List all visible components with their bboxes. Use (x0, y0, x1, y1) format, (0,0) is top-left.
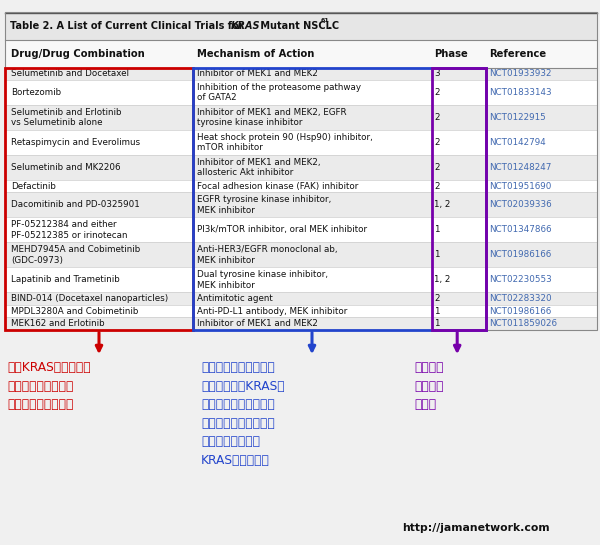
Text: 2: 2 (434, 88, 440, 97)
Text: Dual tyrosine kinase inhibitor,: Dual tyrosine kinase inhibitor, (197, 270, 328, 279)
Bar (432, 68, 486, 330)
Text: 正在進行
臨床試驗
的階段: 正在進行 臨床試驗 的階段 (414, 361, 443, 411)
Text: MEK162 and Erlotinib: MEK162 and Erlotinib (11, 319, 104, 328)
Text: Retaspimycin and Everolimus: Retaspimycin and Everolimus (11, 138, 140, 147)
Text: PF-05212385 or irinotecan: PF-05212385 or irinotecan (11, 231, 127, 240)
Text: http://jamanetwork.com: http://jamanetwork.com (402, 523, 550, 533)
Text: MEK inhibitor: MEK inhibitor (197, 206, 254, 215)
Bar (5, 243, 597, 267)
Text: Reference: Reference (490, 49, 547, 59)
Text: Inhibitor of MEK1 and MEK2,: Inhibitor of MEK1 and MEK2, (197, 158, 320, 167)
Text: Focal adhesion kinase (FAK) inhibitor: Focal adhesion kinase (FAK) inhibitor (197, 181, 358, 191)
Text: 1: 1 (434, 250, 440, 259)
Bar (5, 217, 597, 243)
Text: Antimitotic agent: Antimitotic agent (197, 294, 272, 303)
Text: MEHD7945A and Cobimetinib: MEHD7945A and Cobimetinib (11, 245, 140, 254)
Text: Lapatinib and Trametinib: Lapatinib and Trametinib (11, 275, 119, 284)
Text: Mechanism of Action: Mechanism of Action (197, 49, 314, 59)
Text: (GDC-0973): (GDC-0973) (11, 256, 63, 265)
Text: 2: 2 (434, 138, 440, 147)
Text: PI3k/mTOR inhibitor, oral MEK inhibitor: PI3k/mTOR inhibitor, oral MEK inhibitor (197, 226, 367, 234)
Text: BIND-014 (Docetaxel nanoparticles): BIND-014 (Docetaxel nanoparticles) (11, 294, 168, 303)
Bar (5, 12, 597, 330)
Text: Inhibitor of MEK1 and MEK2, EGFR: Inhibitor of MEK1 and MEK2, EGFR (197, 107, 346, 117)
Text: 藥物的作用機制，目前
發現直接抑制KRAS作
用的藥物效果都不理想
，有效抑制腫瘤生長的
藥物多作用在抑制
KRAS下游的蛋白: 藥物的作用機制，目前 發現直接抑制KRAS作 用的藥物效果都不理想 ，有效抑制腫… (201, 361, 284, 467)
Text: NCT02039336: NCT02039336 (490, 201, 552, 209)
Text: 2: 2 (434, 181, 440, 191)
Text: Inhibition of the proteasome pathway: Inhibition of the proteasome pathway (197, 83, 361, 92)
Bar (193, 68, 486, 330)
Text: Anti-PD-L1 antibody, MEK inhibitor: Anti-PD-L1 antibody, MEK inhibitor (197, 306, 347, 316)
Text: MEK inhibitor: MEK inhibitor (197, 281, 254, 290)
Text: NCT01986166: NCT01986166 (490, 250, 552, 259)
Text: mTOR inhibitor: mTOR inhibitor (197, 143, 263, 153)
Text: 1: 1 (434, 306, 440, 316)
Text: NCT01951690: NCT01951690 (490, 181, 552, 191)
Bar (5, 105, 597, 130)
Text: 3: 3 (434, 69, 440, 78)
Bar (5, 305, 597, 317)
Text: Anti-HER3/EGFR monoclonal ab,: Anti-HER3/EGFR monoclonal ab, (197, 245, 337, 254)
Text: 1, 2: 1, 2 (434, 275, 451, 284)
Text: Selumetinib and MK2206: Selumetinib and MK2206 (11, 163, 120, 172)
Text: Inhibitor of MEK1 and MEK2: Inhibitor of MEK1 and MEK2 (197, 69, 317, 78)
Text: 1: 1 (434, 319, 440, 328)
Text: allosteric Akt inhibitor: allosteric Akt inhibitor (197, 168, 293, 177)
Bar (5, 155, 597, 180)
Text: NCT01986166: NCT01986166 (490, 306, 552, 316)
Text: KRAS: KRAS (230, 21, 260, 31)
Text: Table 2. A List of Current Clinical Trials for: Table 2. A List of Current Clinical Tria… (10, 21, 247, 31)
Bar (5, 267, 597, 292)
Text: NCT01833143: NCT01833143 (490, 88, 552, 97)
Bar (5, 12, 597, 40)
Text: Defactinib: Defactinib (11, 181, 56, 191)
Text: EGFR tyrosine kinase inhibitor,: EGFR tyrosine kinase inhibitor, (197, 195, 331, 204)
Text: MPDL3280A and Cobimetinib: MPDL3280A and Cobimetinib (11, 306, 138, 316)
Text: tyrosine kinase inhibitor: tyrosine kinase inhibitor (197, 118, 302, 128)
Text: Selumetinib and Docetaxel: Selumetinib and Docetaxel (11, 69, 129, 78)
Text: Dacomitinib and PD-0325901: Dacomitinib and PD-0325901 (11, 201, 140, 209)
Text: Drug/Drug Combination: Drug/Drug Combination (11, 49, 145, 59)
Text: NCT01248247: NCT01248247 (490, 163, 552, 172)
Text: 2: 2 (434, 113, 440, 122)
Text: 2: 2 (434, 163, 440, 172)
Text: NCT01347866: NCT01347866 (490, 226, 552, 234)
Text: vs Selumetinib alone: vs Selumetinib alone (11, 118, 102, 128)
Bar (5, 68, 597, 80)
Text: NCT0122915: NCT0122915 (490, 113, 547, 122)
Text: of GATA2: of GATA2 (197, 94, 236, 102)
Text: 61: 61 (321, 18, 330, 23)
Text: Phase: Phase (434, 49, 468, 59)
Text: NCT02283320: NCT02283320 (490, 294, 552, 303)
Text: Bortezomib: Bortezomib (11, 88, 61, 97)
Text: NCT011859026: NCT011859026 (490, 319, 557, 328)
Text: 2: 2 (434, 294, 440, 303)
Bar (5, 292, 597, 305)
Text: 1, 2: 1, 2 (434, 201, 451, 209)
Bar (5, 130, 597, 155)
Text: 針對KRAS突變的非小
細胞肺癌患者，正在
進行臨床試驗的藥物: 針對KRAS突變的非小 細胞肺癌患者，正在 進行臨床試驗的藥物 (7, 361, 91, 411)
Bar (5, 180, 597, 192)
Bar (5, 40, 597, 68)
Bar (5, 317, 597, 330)
Text: MEK inhibitor: MEK inhibitor (197, 256, 254, 265)
Text: Mutant NSCLC: Mutant NSCLC (257, 21, 339, 31)
Text: .: . (328, 21, 332, 31)
Text: NCT01933932: NCT01933932 (490, 69, 552, 78)
Bar (5, 192, 597, 217)
Bar (5, 68, 193, 330)
Text: PF-05212384 and either: PF-05212384 and either (11, 220, 116, 229)
Text: NCT0142794: NCT0142794 (490, 138, 547, 147)
Text: 1: 1 (434, 226, 440, 234)
Text: Selumetinib and Erlotinib: Selumetinib and Erlotinib (11, 107, 121, 117)
Text: Inhibitor of MEK1 and MEK2: Inhibitor of MEK1 and MEK2 (197, 319, 317, 328)
Text: NCT02230553: NCT02230553 (490, 275, 553, 284)
Bar (5, 80, 597, 105)
Text: Heat shock protein 90 (Hsp90) inhibitor,: Heat shock protein 90 (Hsp90) inhibitor, (197, 132, 373, 142)
